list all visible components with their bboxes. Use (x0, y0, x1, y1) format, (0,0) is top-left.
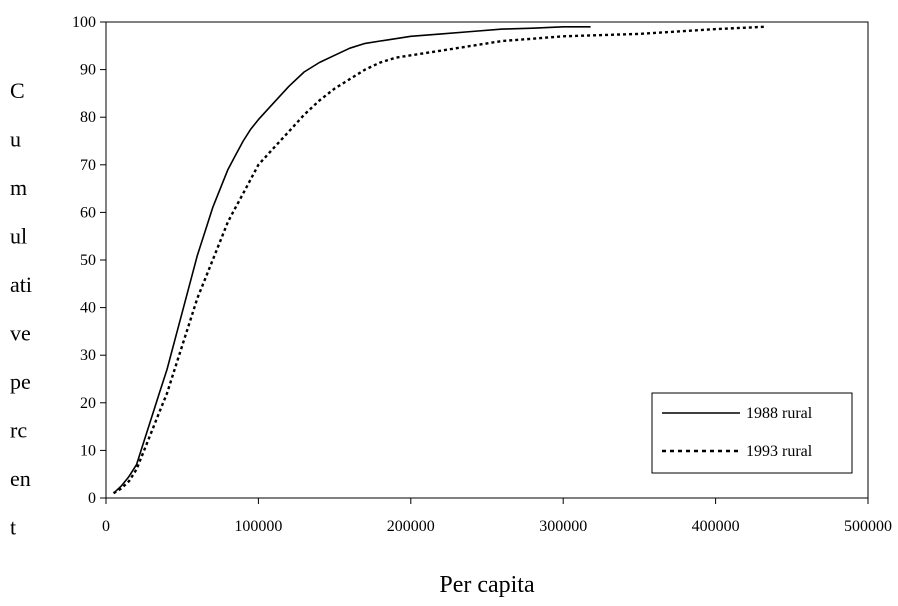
y-tick-label: 80 (80, 109, 96, 126)
y-tick-label: 30 (80, 347, 96, 364)
y-axis-title-fragment: ve (10, 321, 31, 346)
x-tick-label: 500000 (844, 518, 892, 535)
y-tick-label: 50 (80, 252, 96, 269)
y-tick-label: 100 (72, 14, 96, 31)
y-tick-label: 60 (80, 204, 96, 221)
y-axis-title-fragment: ati (10, 272, 32, 297)
y-tick-label: 0 (88, 490, 96, 507)
y-tick-label: 40 (80, 300, 96, 317)
y-axis-title-fragment: u (10, 127, 21, 152)
x-axis: 0 100000 200000 300000 400000 500000 (102, 498, 892, 535)
series-line-1988-rural (114, 27, 591, 493)
legend-label-1993-rural: 1993 rural (746, 443, 813, 460)
y-tick-label: 70 (80, 157, 96, 174)
y-axis-title-fragment: ul (10, 224, 27, 249)
y-axis-title: Cum ul ati ve pe rc en t (10, 78, 32, 540)
y-tick-label: 10 (80, 442, 96, 459)
y-axis: 0 10 20 30 40 50 60 70 80 90 100 (72, 14, 106, 507)
x-tick-label: 200000 (387, 518, 435, 535)
x-axis-title: Per capita (439, 572, 535, 598)
y-axis-title-fragment: pe (10, 369, 31, 394)
y-tick-label: 20 (80, 395, 96, 412)
legend-label-1988-rural: 1988 rural (746, 405, 813, 422)
legend: 1988 rural 1993 rural (652, 393, 852, 473)
x-tick-label: 100000 (234, 518, 282, 535)
x-tick-label: 400000 (692, 518, 740, 535)
y-axis-title-fragment: t (10, 515, 16, 540)
y-axis-title-fragment: m (10, 175, 27, 200)
y-tick-label: 90 (80, 62, 96, 79)
y-axis-title-fragment: en (10, 466, 31, 491)
x-tick-label: 0 (102, 518, 110, 535)
x-tick-label: 300000 (539, 518, 587, 535)
y-axis-title-fragment: rc (10, 418, 27, 443)
y-axis-title-fragment: C (10, 78, 25, 103)
